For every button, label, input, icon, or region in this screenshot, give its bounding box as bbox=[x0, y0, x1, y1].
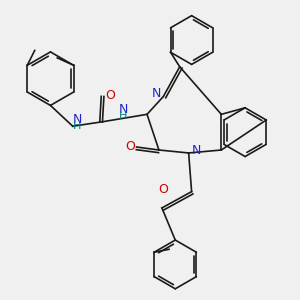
Text: N: N bbox=[118, 103, 128, 116]
Text: N: N bbox=[191, 143, 201, 157]
Text: H: H bbox=[119, 111, 128, 121]
Text: H: H bbox=[73, 121, 81, 131]
Text: O: O bbox=[106, 89, 116, 102]
Text: O: O bbox=[126, 140, 136, 153]
Text: N: N bbox=[151, 87, 160, 100]
Text: N: N bbox=[73, 113, 82, 126]
Text: O: O bbox=[158, 183, 168, 196]
